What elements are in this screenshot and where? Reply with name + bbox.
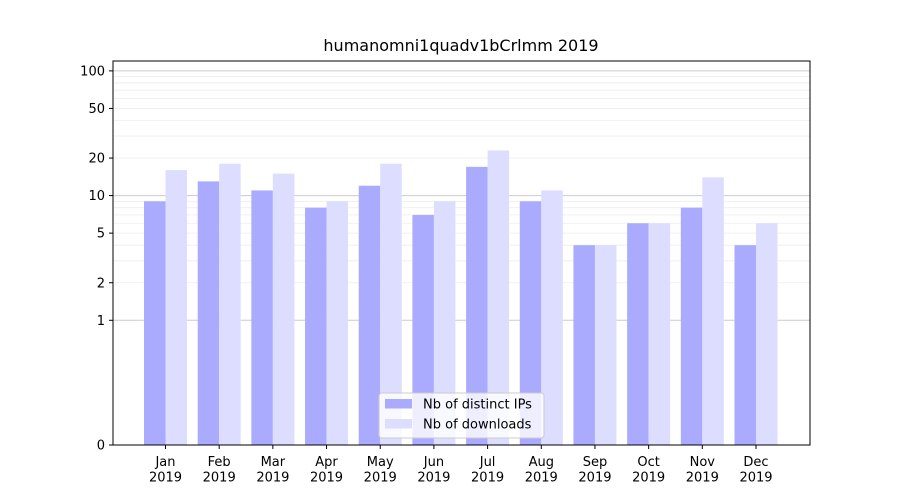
x-tick-label: Mar 2019 bbox=[256, 455, 289, 486]
x-tick-label: May 2019 bbox=[364, 455, 397, 486]
bar-downloads bbox=[380, 163, 402, 445]
chart-title: humanomni1quadv1bCrlmm 2019 bbox=[323, 36, 598, 55]
bar-distinct-ips bbox=[358, 185, 381, 445]
bars bbox=[144, 150, 778, 445]
bar-distinct-ips bbox=[412, 214, 434, 445]
y-tick-label: 1 bbox=[97, 314, 105, 329]
bar-downloads bbox=[272, 173, 295, 445]
bar-distinct-ips bbox=[734, 245, 756, 445]
x-tick-label: Jan 2019 bbox=[149, 455, 182, 486]
x-tick-label: Sep 2019 bbox=[578, 455, 611, 486]
bar-downloads bbox=[219, 163, 241, 445]
bar-distinct-ips bbox=[680, 207, 703, 445]
y-tick-label: 5 bbox=[97, 227, 105, 242]
bar-distinct-ips bbox=[466, 166, 488, 445]
bar-downloads bbox=[648, 223, 671, 445]
x-tick-label: Jun 2019 bbox=[417, 455, 450, 486]
bar-downloads bbox=[702, 177, 724, 445]
bar-distinct-ips bbox=[305, 207, 327, 445]
legend-label: Nb of downloads bbox=[423, 418, 532, 433]
x-tick-label: Feb 2019 bbox=[203, 455, 236, 486]
bar-distinct-ips bbox=[251, 190, 273, 445]
y-tick-label: 0 bbox=[97, 439, 105, 454]
y-axis: 0 1 2 5 10 20 50 100 bbox=[80, 64, 113, 454]
x-tick-label: Oct 2019 bbox=[632, 455, 665, 486]
plot-frame bbox=[112, 60, 811, 446]
y-tick-label: 10 bbox=[88, 189, 105, 204]
bar-downloads bbox=[433, 201, 456, 445]
y-tick-label: 2 bbox=[97, 276, 105, 291]
bar-downloads bbox=[756, 223, 778, 445]
x-tick-label: Nov 2019 bbox=[686, 455, 719, 486]
y-tick-label: 100 bbox=[80, 64, 105, 79]
bar-downloads bbox=[326, 201, 349, 445]
bar-downloads bbox=[541, 190, 563, 445]
x-tick-label: Jul 2019 bbox=[471, 455, 504, 486]
legend-box bbox=[378, 392, 545, 439]
legend-swatch bbox=[385, 399, 412, 409]
legend-swatch bbox=[385, 419, 412, 429]
bar-distinct-ips bbox=[627, 223, 649, 445]
bar-downloads bbox=[165, 170, 187, 445]
y-tick-label: 20 bbox=[88, 152, 105, 167]
bar-distinct-ips bbox=[197, 181, 220, 445]
x-axis: Jan 2019 Feb 2019 Mar 2019 Apr 2019 May 2019 Jun 20… bbox=[149, 445, 773, 486]
legend-label: Nb of distinct IPs bbox=[423, 398, 532, 413]
bar-distinct-ips bbox=[573, 245, 595, 445]
y-tick-label: 50 bbox=[88, 102, 105, 117]
bar-distinct-ips bbox=[519, 201, 542, 445]
legend: Nb of distinct IPs Nb of downloads bbox=[378, 392, 545, 439]
bar-distinct-ips bbox=[144, 201, 166, 445]
bar-downloads bbox=[487, 150, 510, 445]
x-tick-label: Aug 2019 bbox=[525, 455, 558, 486]
x-tick-label: Apr 2019 bbox=[310, 455, 343, 486]
bar-downloads bbox=[594, 245, 617, 445]
x-tick-label: Dec 2019 bbox=[739, 455, 772, 486]
